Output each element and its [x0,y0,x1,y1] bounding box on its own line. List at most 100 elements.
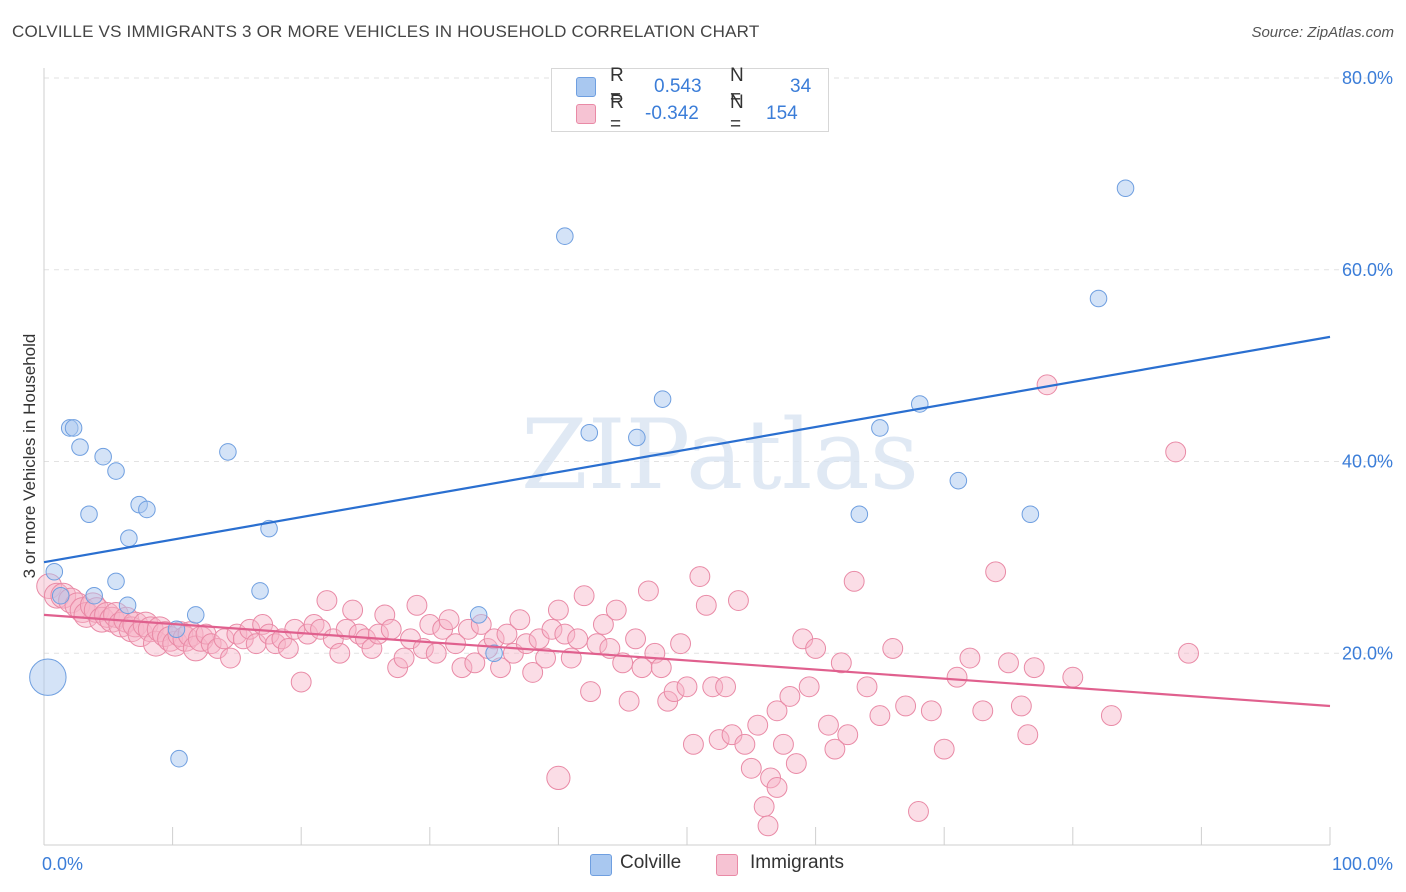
immigrants-point [316,590,338,611]
immigrants-point [682,733,704,755]
colville-point [556,227,574,245]
legend: R = 0.543 N = 34 R = -0.342 N = 154 [551,65,829,135]
immigrants-point [547,599,569,621]
immigrants-point [335,618,357,640]
immigrants-point [546,765,571,790]
legend-r-label: R = [610,65,624,108]
immigrants-point [689,566,711,587]
immigrants-point [715,676,737,698]
legend-n-colville: 34 [790,76,812,97]
immigrants-point [380,618,402,640]
colville-swatch [590,854,612,876]
immigrants-point [843,570,865,592]
immigrants-point [457,618,479,640]
immigrants-point [882,638,904,659]
watermark: ZIPatlas [521,399,919,511]
colville-point [850,505,869,524]
colville-point [219,443,237,461]
x-tick-label: 100.0% [1332,854,1393,874]
immigrants-point [419,614,441,635]
immigrants-point [451,657,473,679]
immigrants-point [496,623,518,645]
colville-point [94,447,112,466]
immigrants-point [1062,666,1084,688]
immigrants-point [670,633,692,655]
immigrants-point [650,657,672,679]
immigrants-point [747,714,769,736]
immigrants-point [728,590,749,611]
immigrants-point [856,676,878,698]
immigrants-point [1023,657,1045,679]
immigrants-point [1165,441,1187,463]
immigrants-point [573,585,595,607]
immigrants-point [818,714,839,736]
immigrants-swatch [716,854,738,876]
legend-n-immigrants: 154 [766,103,798,124]
immigrants-point [535,647,556,669]
immigrants-point [702,676,724,698]
colville-point [580,423,599,442]
colville-point [107,572,125,591]
colville-point [871,419,889,437]
immigrants-point [541,618,563,640]
colville-point [628,428,646,447]
y-tick-label: 20.0% [1342,643,1393,663]
immigrants-trend-line [43,613,1331,708]
immigrants-point [522,661,544,683]
immigrants-swatch [576,104,596,124]
colville-swatch [576,77,596,97]
immigrants-point [612,652,634,674]
immigrants-point [580,681,601,703]
immigrants-point [920,700,942,722]
immigrants-point [837,724,859,746]
colville-point [949,471,968,490]
immigrants-point [213,628,235,650]
immigrants-point [406,594,428,616]
colville-point [71,438,89,456]
immigrants-point [329,642,351,664]
legend-r-label: R = [610,92,624,135]
immigrants-point [766,777,788,798]
immigrants-point [342,599,364,621]
immigrants-point [824,738,846,760]
colville-point [251,582,269,600]
colville-trend-line [43,335,1331,564]
colville-point [138,500,156,519]
immigrants-point [592,614,614,635]
immigrants-point [290,671,312,693]
immigrants-point [277,638,299,659]
axes [43,68,1331,846]
colville-point [64,419,83,437]
colville-point [51,586,70,605]
immigrants-point [766,700,788,722]
immigrants-point [425,642,447,664]
bottom-legend-immigrants-label: Immigrants [750,852,844,873]
immigrants-point [554,623,576,645]
immigrants-point [695,594,717,616]
colville-point [80,505,98,524]
bottom-legend-colville-label: Colville [620,852,682,873]
colville-point [120,529,138,547]
colville-point [186,606,205,624]
immigrants-point [740,757,762,779]
immigrants-point [625,628,646,650]
legend-n-label: N = [730,92,744,135]
immigrants-point [195,623,217,645]
immigrants-point [798,676,820,698]
immigrants-point [94,601,120,628]
immigrants-point [393,647,415,669]
grid-lines [44,77,1392,654]
immigrants-point [805,638,827,659]
immigrants-point [220,647,241,669]
immigrants-point [785,753,807,774]
colville-point [45,562,64,581]
immigrants-point [734,733,756,755]
immigrants-point [933,738,955,760]
immigrants-point [284,618,306,640]
immigrants-point [1178,642,1199,664]
immigrants-point [773,733,794,755]
immigrants-point [599,638,621,659]
colville-point [107,462,125,480]
legend-r-immigrants: -0.342 [645,103,699,124]
